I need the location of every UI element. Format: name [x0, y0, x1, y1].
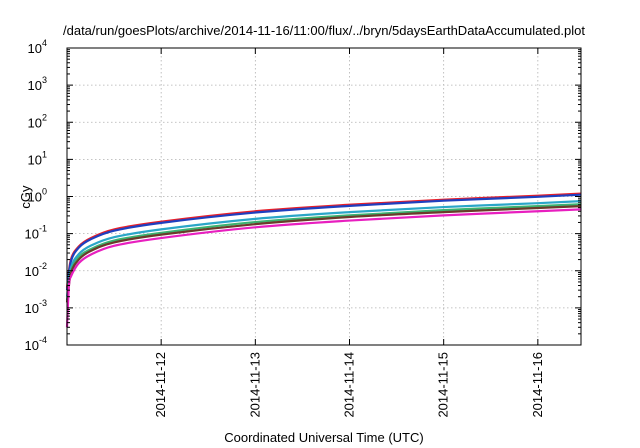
- y-axis-label: cGy: [18, 185, 33, 209]
- x-axis-label: Coordinated Universal Time (UTC): [224, 430, 423, 445]
- axis-ticks: [67, 47, 581, 346]
- x-tick-label: 2014-11-12: [153, 352, 168, 418]
- y-tick-label: 104: [28, 38, 47, 56]
- y-tick-label: 100: [28, 187, 47, 205]
- x-tick-label: 2014-11-14: [342, 352, 357, 418]
- y-tick-label: 103: [28, 75, 47, 93]
- y-tick-label: 10-3: [25, 298, 47, 316]
- x-tick-label: 2014-11-16: [530, 352, 545, 418]
- series-line: [65, 208, 582, 328]
- series-line: [65, 203, 582, 301]
- series-line: [65, 200, 582, 297]
- x-tick-label: 2014-11-15: [436, 352, 451, 418]
- chart-title: /data/run/goesPlots/archive/2014-11-16/1…: [63, 23, 585, 38]
- x-tick-label: 2014-11-13: [247, 352, 262, 418]
- y-tick-label: 10-2: [25, 261, 47, 279]
- y-tick-label: 102: [28, 112, 47, 130]
- series-lines: [65, 192, 582, 328]
- y-tick-label: 101: [28, 149, 47, 167]
- tick-labels: 10-4 10-3 10-2 10-1 100 101 102 103 104 2014-11-1…: [25, 38, 545, 418]
- series-line: [65, 205, 582, 303]
- y-tick-label: 10-1: [25, 224, 47, 242]
- series-line: [65, 193, 582, 291]
- y-tick-label: 10-4: [25, 335, 47, 353]
